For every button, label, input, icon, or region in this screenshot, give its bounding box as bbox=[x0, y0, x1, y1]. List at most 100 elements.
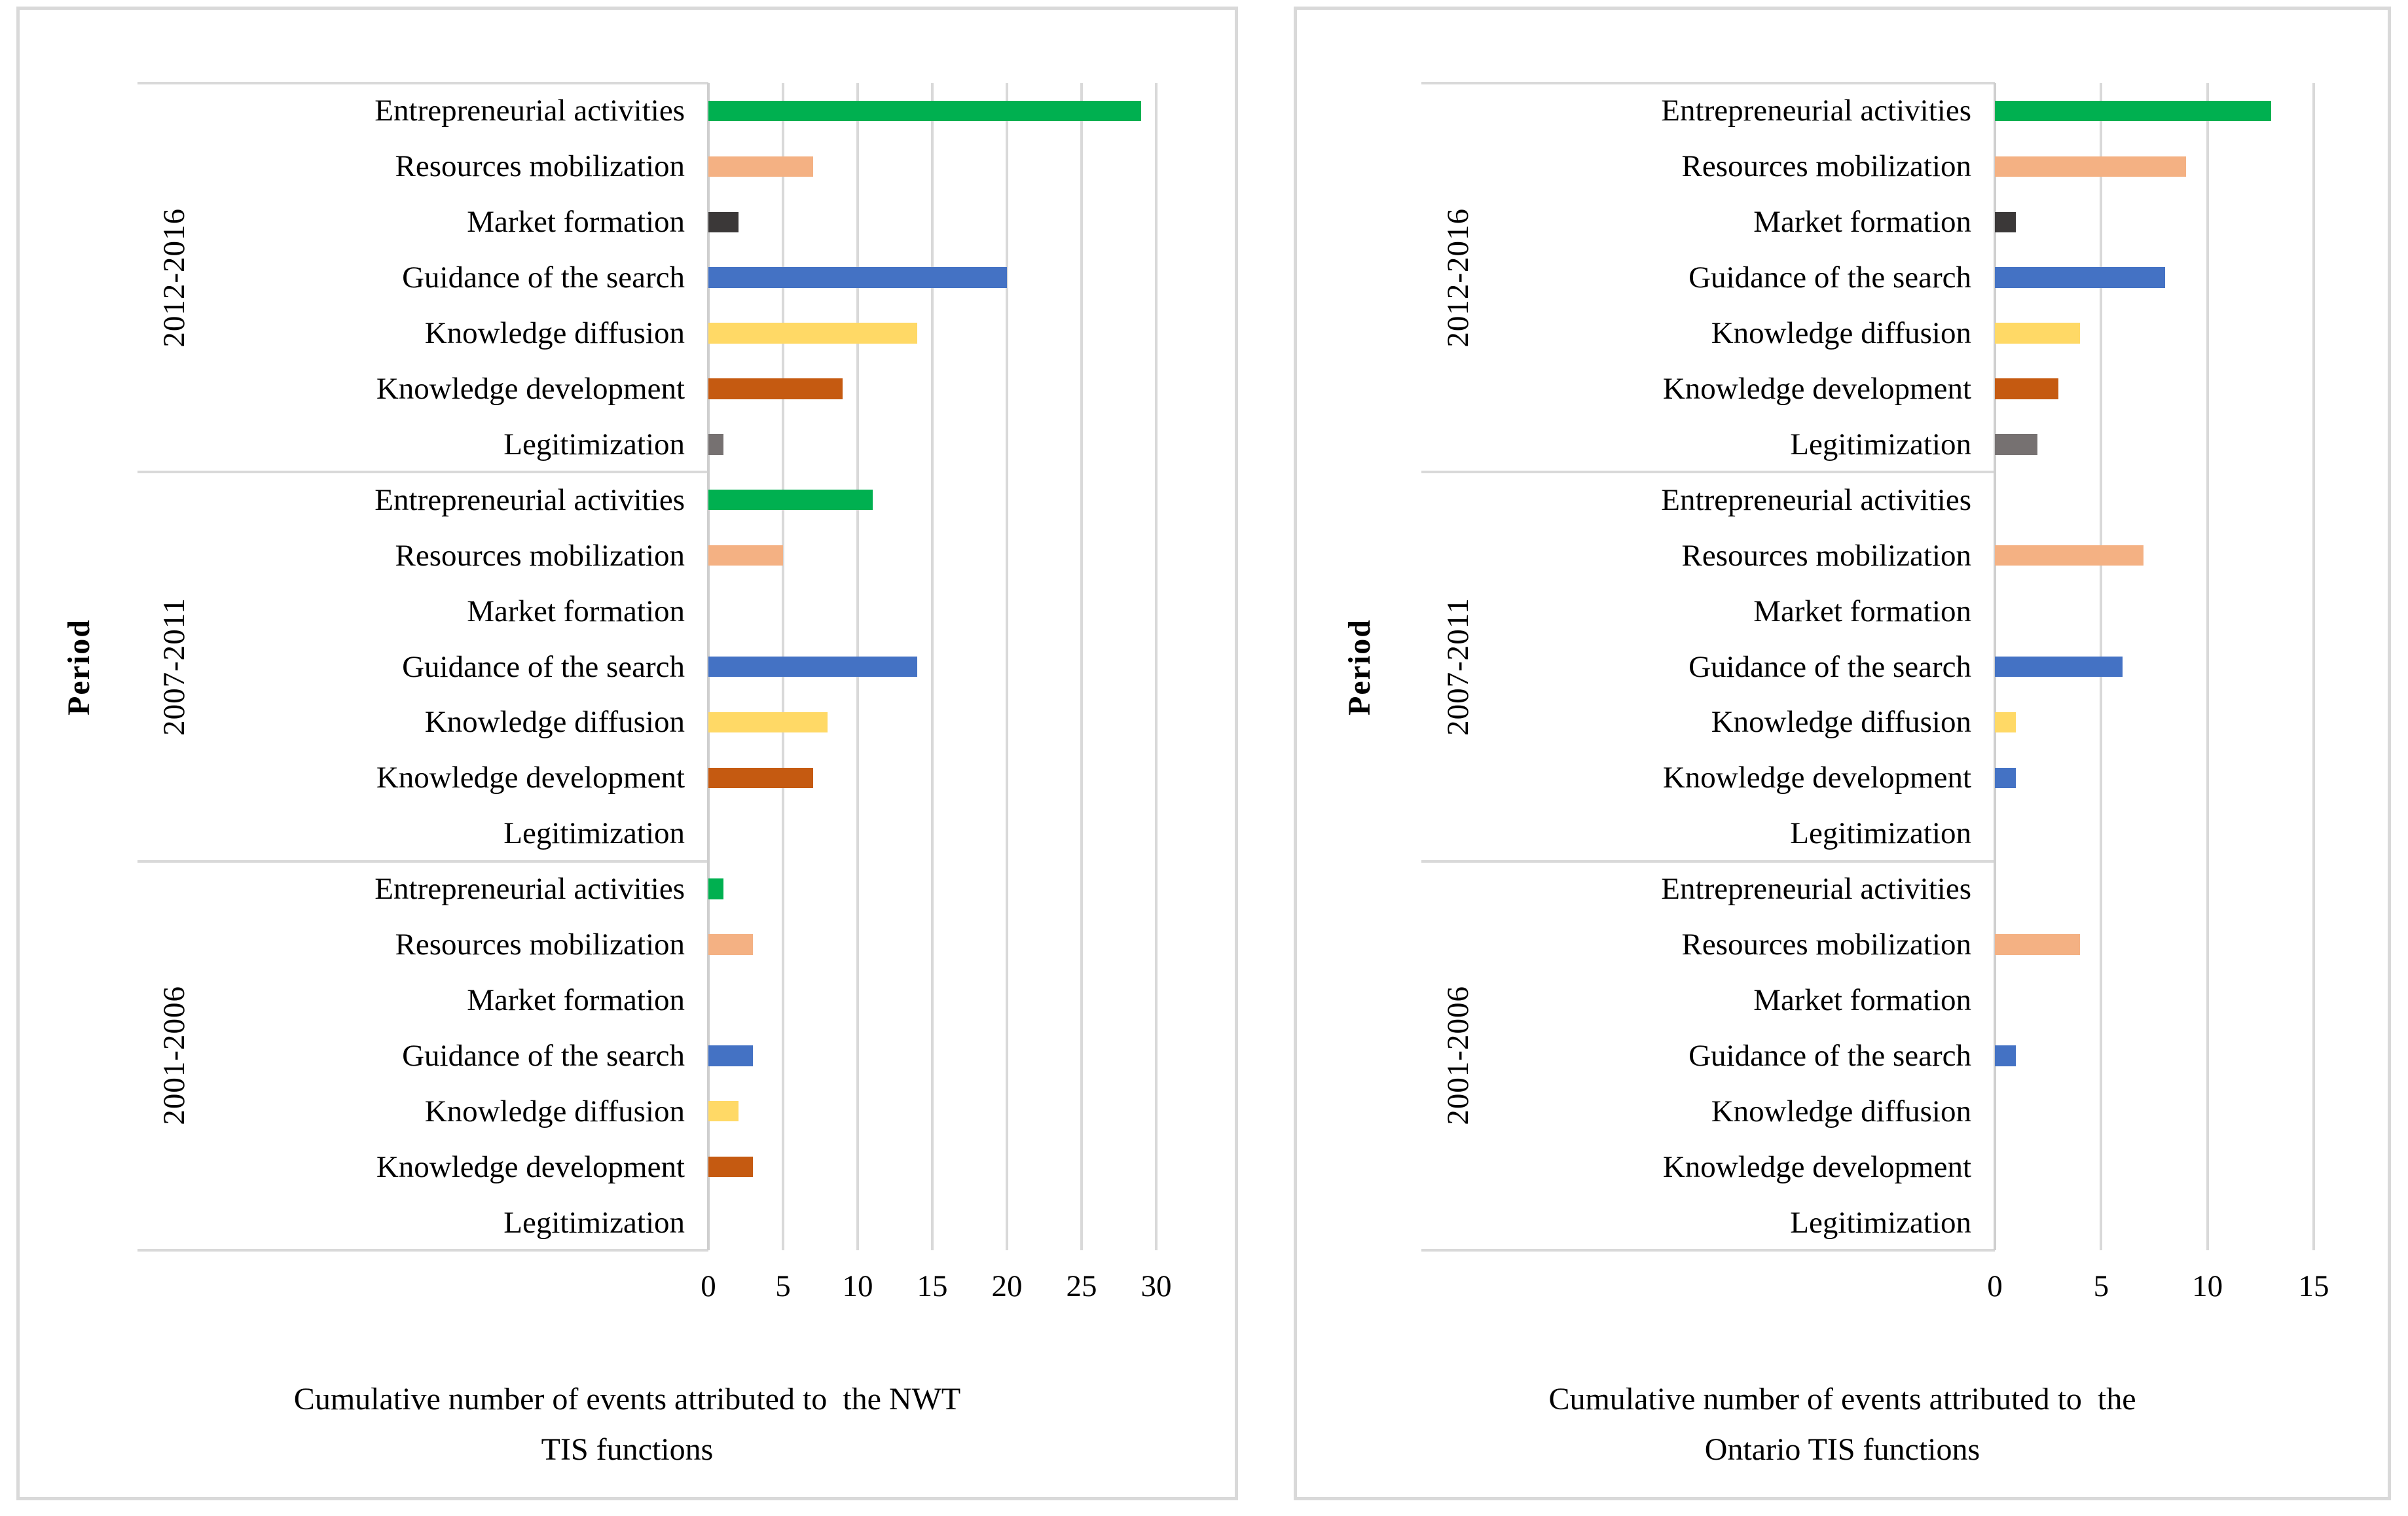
category-label-entrepreneurial-activities: Entrepreneurial activities bbox=[1661, 872, 1971, 907]
bar-row bbox=[1995, 750, 2385, 806]
gridline bbox=[2206, 83, 2209, 1250]
bar-row bbox=[708, 361, 1206, 417]
period-group-2012-2016: 2012-2016 Entrepreneurial activities Resou… bbox=[1421, 83, 1995, 472]
bar-resources-mobilization-2007-2011 bbox=[708, 545, 783, 566]
ontario-x-axis-title: Cumulative number of events attributed t… bbox=[1297, 1375, 2388, 1475]
plot-group-2001-2006 bbox=[708, 861, 1206, 1250]
category-label-knowledge-diffusion: Knowledge diffusion bbox=[424, 1094, 685, 1128]
category-label-legitimization: Legitimization bbox=[503, 1205, 685, 1240]
period-label-2001-2006: 2001-2006 bbox=[1441, 986, 1475, 1126]
bar-row bbox=[1995, 583, 2385, 639]
bar-legitimization-2012-2016 bbox=[708, 434, 723, 455]
bar-resources-mobilization-2012-2016 bbox=[708, 156, 813, 177]
bar-row bbox=[708, 1028, 1206, 1083]
bar-knowledge-development-2007-2011 bbox=[708, 767, 813, 789]
y-axis-title: Period bbox=[61, 618, 96, 715]
x-axis-tick-15: 15 bbox=[917, 1269, 948, 1303]
bar-row bbox=[708, 472, 1206, 528]
x-axis-tick-0: 0 bbox=[701, 1269, 716, 1303]
nwt-chart-area: Period 2012-2016 Entrepreneurial activitie… bbox=[20, 82, 1235, 1252]
bar-row bbox=[1995, 194, 2385, 250]
category-label-knowledge-development: Knowledge development bbox=[376, 371, 685, 406]
bar-row bbox=[1995, 917, 2385, 973]
ontario-x-axis-ticks: 0 5 10 15 bbox=[1987, 1250, 2385, 1324]
bar-row bbox=[708, 806, 1206, 861]
bar-row bbox=[708, 583, 1206, 639]
period-cell: 2001-2006 bbox=[1421, 861, 1495, 1250]
category-label-resources-mobilization: Resources mobilization bbox=[1681, 928, 1971, 962]
bar-row bbox=[1995, 1195, 2385, 1250]
bar-row bbox=[1995, 139, 2385, 194]
period-group-2001-2006: 2001-2006 Entrepreneurial activities Resou… bbox=[137, 861, 708, 1250]
x-axis-title-line-1: Cumulative number of events attributed t… bbox=[1548, 1382, 2136, 1417]
category-label-knowledge-diffusion: Knowledge diffusion bbox=[1711, 316, 1971, 351]
category-label-resources-mobilization: Resources mobilization bbox=[1681, 538, 1971, 573]
bar-row bbox=[708, 750, 1206, 806]
category-label-market-formation: Market formation bbox=[467, 983, 685, 1017]
x-axis-title-line-2: TIS functions bbox=[541, 1432, 714, 1467]
bar-row bbox=[1995, 250, 2385, 306]
x-axis-title-line-1: Cumulative number of events attributed t… bbox=[293, 1382, 961, 1417]
x-axis-title-line-2: Ontario TIS functions bbox=[1704, 1432, 1980, 1467]
x-axis-tick-5: 5 bbox=[2093, 1269, 2109, 1303]
group-separator-line bbox=[137, 1249, 708, 1252]
period-cell: 2001-2006 bbox=[137, 861, 211, 1250]
bar-resources-mobilization-2001-2006 bbox=[1995, 934, 2080, 955]
bar-row bbox=[708, 1195, 1206, 1250]
category-label-guidance-of-the-search: Guidance of the search bbox=[402, 261, 685, 295]
x-axis-tick-10: 10 bbox=[2192, 1269, 2223, 1303]
bar-entrepreneurial-activities-2012-2016 bbox=[708, 100, 1142, 122]
category-labels: Entrepreneurial activities Resources mobi… bbox=[1495, 472, 1995, 861]
bar-guidance-of-the-search-2012-2016 bbox=[708, 267, 1007, 288]
y-axis-title-column: Period bbox=[1297, 83, 1421, 1250]
category-label-block: 2012-2016 Entrepreneurial activities Resou… bbox=[137, 82, 708, 1252]
bar-entrepreneurial-activities-2001-2006 bbox=[708, 878, 723, 899]
category-labels: Entrepreneurial activities Resources mobi… bbox=[211, 83, 708, 472]
category-label-resources-mobilization: Resources mobilization bbox=[1681, 149, 1971, 184]
bar-entrepreneurial-activities-2007-2011 bbox=[708, 490, 873, 511]
category-label-knowledge-development: Knowledge development bbox=[1662, 371, 1971, 406]
category-label-block: 2012-2016 Entrepreneurial activities Resou… bbox=[1421, 82, 1995, 1252]
category-labels: Entrepreneurial activities Resources mobi… bbox=[211, 472, 708, 861]
category-labels: Entrepreneurial activities Resources mobi… bbox=[1495, 83, 1995, 472]
bar-row bbox=[708, 528, 1206, 583]
period-label-2007-2011: 2007-2011 bbox=[1441, 598, 1475, 736]
bar-row bbox=[708, 83, 1206, 139]
category-label-knowledge-diffusion: Knowledge diffusion bbox=[1711, 1094, 1971, 1128]
bar-guidance-of-the-search-2012-2016 bbox=[1995, 267, 2165, 288]
category-label-knowledge-development: Knowledge development bbox=[1662, 1149, 1971, 1184]
category-label-legitimization: Legitimization bbox=[1790, 427, 1971, 461]
bar-resources-mobilization-2007-2011 bbox=[1995, 545, 2144, 566]
nwt-x-axis-ticks: 0 5 10 15 20 25 30 bbox=[701, 1250, 1206, 1324]
gridline bbox=[1006, 83, 1008, 1250]
bar-row bbox=[1995, 361, 2385, 417]
category-label-legitimization: Legitimization bbox=[1790, 1205, 1971, 1240]
category-label-entrepreneurial-activities: Entrepreneurial activities bbox=[374, 872, 685, 907]
x-axis-tick-10: 10 bbox=[842, 1269, 873, 1303]
category-label-legitimization: Legitimization bbox=[503, 427, 685, 461]
bar-row bbox=[1995, 695, 2385, 750]
nwt-x-axis-title: Cumulative number of events attributed t… bbox=[20, 1375, 1235, 1475]
x-axis-tick-5: 5 bbox=[775, 1269, 791, 1303]
category-label-market-formation: Market formation bbox=[1753, 983, 1971, 1017]
bar-knowledge-diffusion-2007-2011 bbox=[708, 712, 828, 733]
bar-row bbox=[708, 139, 1206, 194]
category-label-entrepreneurial-activities: Entrepreneurial activities bbox=[1661, 94, 1971, 128]
bar-row bbox=[708, 1083, 1206, 1139]
period-cell: 2012-2016 bbox=[1421, 83, 1495, 472]
category-label-entrepreneurial-activities: Entrepreneurial activities bbox=[374, 94, 685, 128]
category-label-resources-mobilization: Resources mobilization bbox=[395, 538, 685, 573]
bar-guidance-of-the-search-2007-2011 bbox=[708, 656, 918, 677]
plot-group-2001-2006 bbox=[1995, 861, 2385, 1250]
y-axis-title: Period bbox=[1341, 618, 1377, 715]
category-label-resources-mobilization: Resources mobilization bbox=[395, 149, 685, 184]
bar-row bbox=[1995, 861, 2385, 917]
bar-legitimization-2012-2016 bbox=[1995, 434, 2037, 455]
bar-guidance-of-the-search-2001-2006 bbox=[1995, 1045, 2016, 1066]
period-group-2007-2011: 2007-2011 Entrepreneurial activities Resou… bbox=[137, 472, 708, 861]
period-cell: 2007-2011 bbox=[1421, 472, 1495, 861]
gridline bbox=[1080, 83, 1083, 1250]
x-axis-tick-20: 20 bbox=[991, 1269, 1023, 1303]
bar-row bbox=[708, 306, 1206, 361]
bar-row bbox=[1995, 806, 2385, 861]
